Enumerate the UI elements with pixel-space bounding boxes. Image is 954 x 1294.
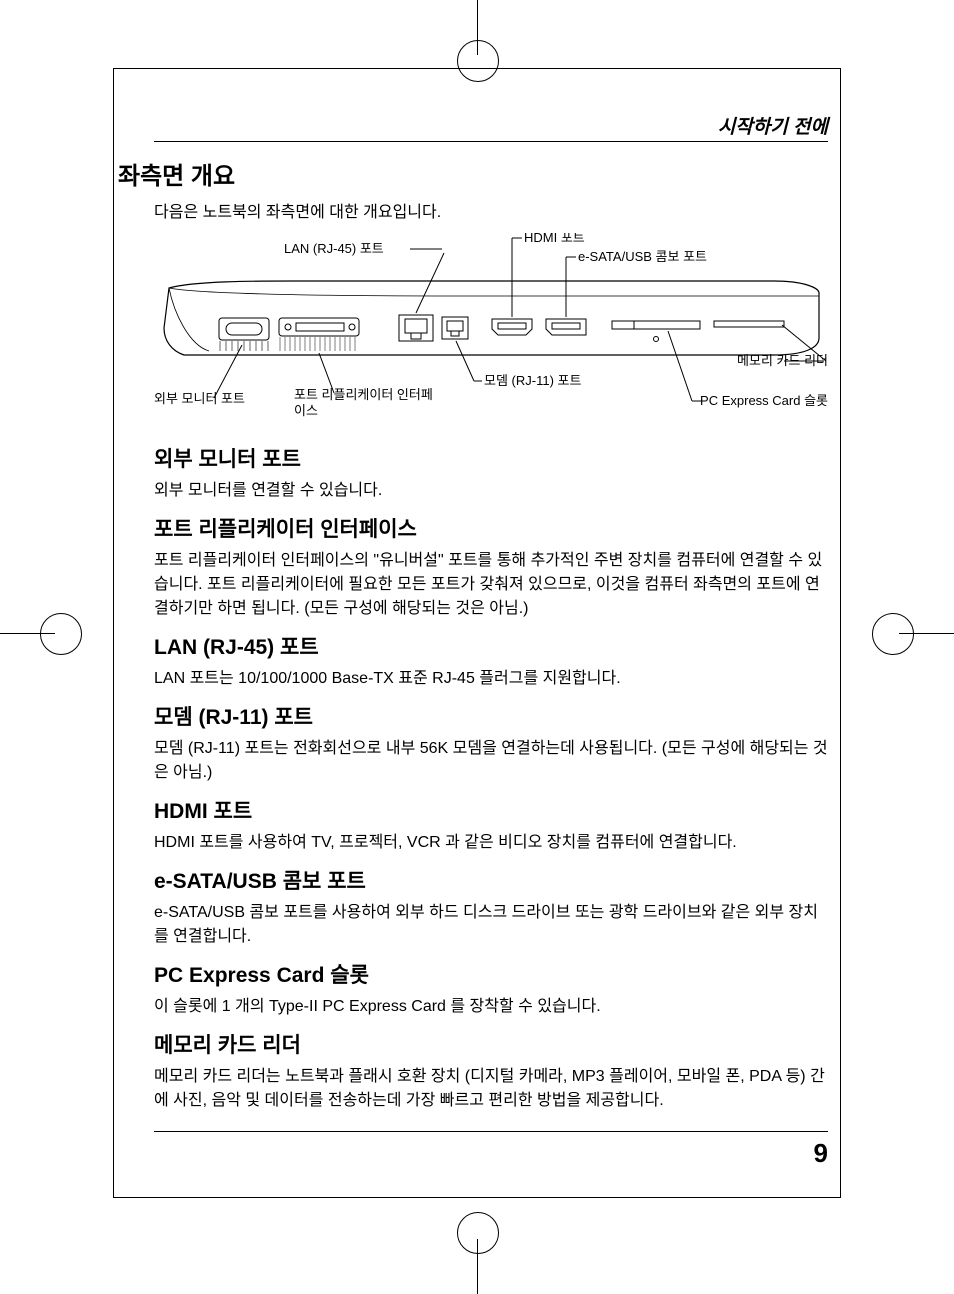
page-title: 좌측면 개요 — [118, 156, 828, 191]
section-heading: 외부 모니터 포트 — [154, 443, 828, 473]
section-heading: PC Express Card 슬롯 — [154, 959, 828, 989]
crop-mark-left — [0, 603, 60, 663]
section-body: HDMI 포트를 사용하여 TV, 프로젝터, VCR 과 같은 비디오 장치를… — [154, 831, 828, 855]
diag-label-hdmi: HDMI 포트 — [524, 233, 585, 245]
section-heading: 모뎀 (RJ-11) 포트 — [154, 701, 828, 731]
diag-label-esata: e-SATA/USB 콤보 포트 — [578, 249, 707, 264]
section-body: e-SATA/USB 콤보 포트를 사용하여 외부 하드 디스크 드라이브 또는… — [154, 901, 828, 949]
left-side-diagram: LAN (RJ-45) 포트 HDMI 포트 e-SATA/USB 콤보 포트 … — [154, 233, 828, 423]
section-ext-monitor: 외부 모니터 포트 외부 모니터를 연결할 수 있습니다. — [154, 443, 828, 503]
crop-mark-bottom — [447, 1234, 507, 1294]
section-pc-express: PC Express Card 슬롯 이 슬롯에 1 개의 Type-II PC… — [154, 959, 828, 1019]
section-body: 모뎀 (RJ-11) 포트는 전화회선으로 내부 56K 모뎀을 연결하는데 사… — [154, 737, 828, 785]
crop-mark-top — [447, 0, 507, 60]
section-heading: HDMI 포트 — [154, 795, 828, 825]
diag-label-extmon: 외부 모니터 포트 — [154, 391, 245, 406]
diag-label-portrep-1: 포트 리플리케이터 인터페 — [294, 387, 433, 402]
page-number: 9 — [154, 1131, 828, 1169]
section-esata: e-SATA/USB 콤보 포트 e-SATA/USB 콤보 포트를 사용하여 … — [154, 865, 828, 949]
section-modem: 모뎀 (RJ-11) 포트 모뎀 (RJ-11) 포트는 전화회선으로 내부 5… — [154, 701, 828, 785]
running-head: 시작하기 전에 — [154, 112, 828, 142]
section-hdmi: HDMI 포트 HDMI 포트를 사용하여 TV, 프로젝터, VCR 과 같은… — [154, 795, 828, 855]
diag-label-pcexpress: PC Express Card 슬롯 — [700, 393, 828, 408]
section-lan: LAN (RJ-45) 포트 LAN 포트는 10/100/1000 Base-… — [154, 631, 828, 691]
section-body: 메모리 카드 리더는 노트북과 플래시 호환 장치 (디지털 카메라, MP3 … — [154, 1065, 828, 1113]
section-heading: 포트 리플리케이터 인터페이스 — [154, 513, 828, 543]
section-heading: LAN (RJ-45) 포트 — [154, 631, 828, 661]
section-body: 외부 모니터를 연결할 수 있습니다. — [154, 479, 828, 503]
section-body: 포트 리플리케이터 인터페이스의 "유니버설" 포트를 통해 추가적인 주변 장… — [154, 549, 828, 621]
intro-text: 다음은 노트북의 좌측면에 대한 개요입니다. — [154, 201, 828, 225]
diag-label-modem: 모뎀 (RJ-11) 포트 — [484, 373, 581, 388]
section-heading: e-SATA/USB 콤보 포트 — [154, 865, 828, 895]
diag-label-lan: LAN (RJ-45) 포트 — [284, 241, 384, 256]
crop-mark-right — [894, 603, 954, 663]
diag-label-portrep-2: 이스 — [294, 403, 318, 418]
page-content: 시작하기 전에 좌측면 개요 다음은 노트북의 좌측면에 대한 개요입니다. — [154, 112, 828, 1121]
section-heading: 메모리 카드 리더 — [154, 1029, 828, 1059]
section-body: LAN 포트는 10/100/1000 Base-TX 표준 RJ-45 플러그… — [154, 667, 828, 691]
section-memory-card: 메모리 카드 리더 메모리 카드 리더는 노트북과 플래시 호환 장치 (디지털… — [154, 1029, 828, 1113]
section-body: 이 슬롯에 1 개의 Type-II PC Express Card 를 장착할… — [154, 995, 828, 1019]
section-port-replicator: 포트 리플리케이터 인터페이스 포트 리플리케이터 인터페이스의 "유니버설" … — [154, 513, 828, 621]
